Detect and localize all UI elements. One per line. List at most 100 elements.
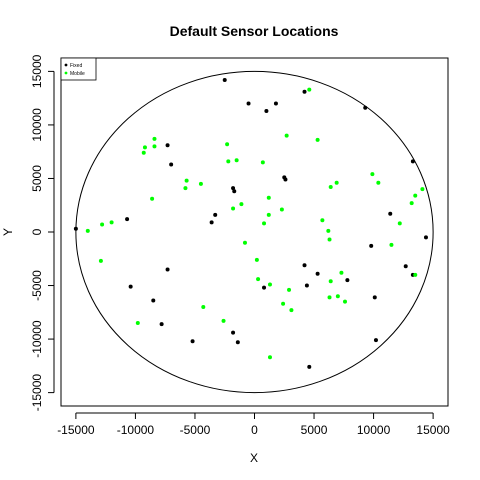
y-tick-label: 0: [30, 228, 44, 235]
point-mobile: [281, 301, 286, 306]
point-mobile: [256, 277, 261, 282]
point-mobile: [409, 201, 414, 206]
plot-content: [73, 70, 434, 394]
y-tick-label: -5000: [30, 270, 44, 301]
point-fixed: [307, 364, 312, 369]
point-mobile: [376, 180, 381, 185]
point-fixed: [273, 101, 278, 106]
point-mobile: [234, 158, 239, 163]
y-axis: -15000 -10000 -5000 0 5000 10000 15000: [30, 54, 55, 412]
point-mobile: [284, 133, 289, 138]
point-mobile: [413, 193, 418, 198]
legend-marker-mobile: [64, 71, 68, 75]
point-mobile: [100, 222, 105, 227]
y-axis-title: Y: [1, 228, 15, 236]
point-mobile: [327, 237, 332, 242]
point-mobile: [342, 299, 347, 304]
point-mobile: [141, 150, 146, 155]
point-fixed: [209, 220, 214, 225]
point-mobile: [328, 185, 333, 190]
point-mobile: [135, 321, 140, 326]
y-tick-label: -10000: [30, 320, 44, 358]
point-mobile: [150, 196, 155, 201]
x-axis-title: X: [250, 451, 258, 465]
point-fixed: [423, 235, 428, 240]
point-fixed: [315, 271, 320, 276]
point-mobile: [142, 145, 147, 150]
point-fixed: [363, 105, 368, 110]
x-tick-label: -15000: [57, 423, 95, 437]
point-fixed: [128, 284, 133, 289]
point-mobile: [328, 279, 333, 284]
point-fixed: [410, 159, 415, 164]
point-fixed: [231, 186, 236, 191]
point-fixed: [125, 217, 130, 222]
point-mobile: [339, 270, 344, 275]
point-mobile: [109, 220, 114, 225]
point-mobile: [266, 195, 271, 200]
point-mobile: [287, 287, 292, 292]
point-fixed: [304, 283, 309, 288]
point-mobile: [221, 318, 226, 323]
point-mobile: [262, 221, 267, 226]
point-fixed: [369, 243, 374, 248]
point-fixed: [235, 340, 240, 345]
point-mobile: [260, 160, 265, 165]
point-mobile: [98, 258, 103, 263]
x-tick-label: 5000: [301, 423, 328, 437]
y-tick-label: -15000: [30, 374, 44, 412]
legend-label-mobile: Mobile: [70, 71, 85, 77]
point-fixed: [262, 285, 267, 290]
point-mobile: [267, 355, 272, 360]
point-fixed: [372, 295, 377, 300]
point-mobile: [370, 172, 375, 177]
point-mobile: [315, 137, 320, 142]
point-fixed: [169, 162, 174, 167]
point-fixed: [165, 267, 170, 272]
point-fixed: [222, 77, 227, 82]
chart-title: Default Sensor Locations: [170, 23, 339, 39]
point-fixed: [232, 189, 237, 194]
legend-box: [60, 57, 97, 81]
x-tick-label: 10000: [357, 423, 391, 437]
point-fixed: [231, 330, 236, 335]
legend-label-fixed: Fixed: [70, 63, 82, 69]
point-fixed: [246, 101, 251, 106]
point-mobile: [152, 144, 157, 149]
point-mobile: [307, 87, 312, 92]
point-mobile: [267, 282, 272, 287]
point-mobile: [320, 218, 325, 223]
point-mobile: [289, 308, 294, 313]
point-mobile: [184, 178, 189, 183]
point-fixed: [73, 226, 78, 231]
point-mobile: [226, 159, 231, 164]
point-mobile: [201, 304, 206, 309]
x-tick-label: 0: [251, 423, 258, 437]
point-mobile: [397, 221, 402, 226]
point-fixed: [302, 263, 307, 268]
x-tick-label: 15000: [416, 423, 450, 437]
point-mobile: [242, 240, 247, 245]
point-mobile: [225, 142, 230, 147]
point-fixed: [190, 339, 195, 344]
point-fixed: [264, 109, 269, 114]
point-fixed: [388, 211, 393, 216]
point-fixed: [403, 264, 408, 269]
x-tick-label: -10000: [117, 423, 155, 437]
point-mobile: [231, 206, 236, 211]
y-tick-label: 15000: [30, 54, 44, 88]
point-mobile: [266, 212, 271, 217]
point-mobile: [413, 272, 418, 277]
point-fixed: [373, 338, 378, 343]
point-mobile: [279, 207, 284, 212]
point-fixed: [283, 177, 288, 182]
point-fixed: [345, 278, 350, 283]
point-mobile: [198, 181, 203, 186]
point-mobile: [183, 186, 188, 191]
point-fixed: [213, 212, 218, 217]
legend: Fixed Mobile: [60, 57, 97, 81]
point-mobile: [335, 294, 340, 299]
point-fixed: [159, 322, 164, 327]
plot-frame: [60, 57, 449, 407]
